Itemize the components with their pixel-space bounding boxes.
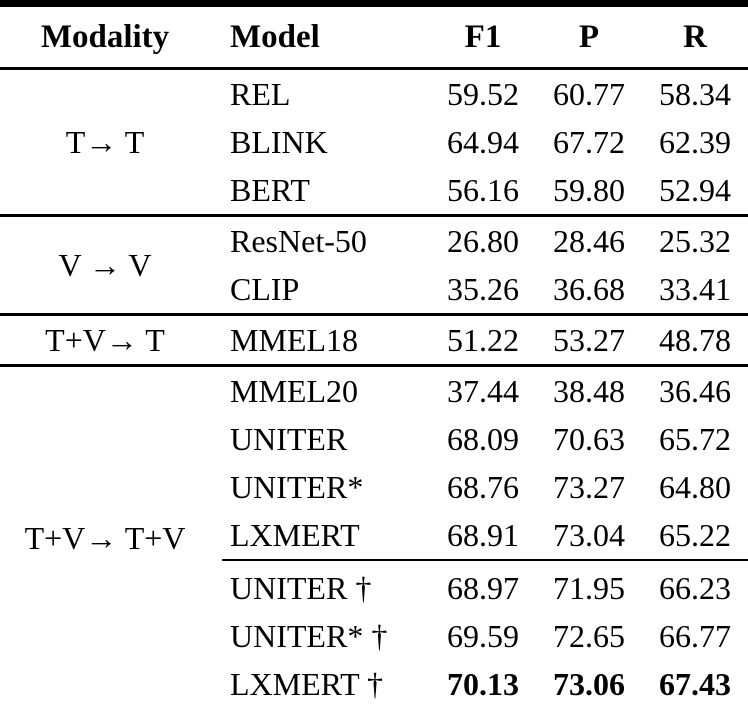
table-row: T+V→ T+V MMEL20 37.44 38.48 36.46 <box>0 365 748 707</box>
f1-cell: 26.80 <box>447 223 519 259</box>
p-cell: 36.68 <box>536 265 642 316</box>
f1-cell: 64.94 <box>447 124 519 160</box>
p-cell: 73.06 <box>553 666 625 702</box>
model-cell: ResNet-50 <box>230 223 367 259</box>
r-cell: 65.22 <box>659 517 731 553</box>
modality-cell-v-to-v: V → V <box>0 215 222 316</box>
model-cell: LXMERT † <box>230 666 384 702</box>
p-cell: 70.63 <box>553 421 625 457</box>
f1-cell: 70.13 <box>447 666 519 702</box>
table-row: T+V→ T MMEL18 51.22 53.27 48.78 <box>0 314 748 367</box>
r-cell: 66.77 <box>659 618 731 654</box>
p-cell: 71.95 <box>536 559 642 612</box>
table-row: V → V ResNet-50 26.80 28.46 25.32 <box>0 215 748 316</box>
model-cell: REL <box>230 76 291 112</box>
col-header-model: Model <box>222 3 430 70</box>
col-header-modality: Modality <box>0 3 222 70</box>
p-cell: 67.72 <box>553 124 625 160</box>
table-row: UNITER † 68.97 71.95 66.23 <box>0 559 748 612</box>
model-cell: MMEL20 <box>230 373 358 409</box>
col-header-p: P <box>536 3 642 70</box>
r-cell: 48.78 <box>642 314 748 367</box>
r-cell: 62.39 <box>659 124 731 160</box>
table-row: LXMERT 68.91 73.04 65.22 <box>0 511 748 560</box>
r-cell: 52.94 <box>642 166 748 217</box>
table-row: CLIP 35.26 36.68 33.41 <box>0 265 748 316</box>
f1-cell: 68.97 <box>430 559 536 612</box>
f1-cell: 35.26 <box>430 265 536 316</box>
f1-cell: 37.44 <box>447 373 519 409</box>
p-cell: 59.80 <box>536 166 642 217</box>
f1-cell: 68.76 <box>447 469 519 505</box>
table-row: BLINK 64.94 67.72 62.39 <box>0 118 748 166</box>
modality-cell-tv-to-tv: T+V→ T+V <box>0 365 222 707</box>
f1-cell: 56.16 <box>430 166 536 217</box>
p-cell: 72.65 <box>553 618 625 654</box>
table-row: UNITER 68.09 70.63 65.72 <box>0 415 748 463</box>
model-cell: UNITER † <box>222 559 430 612</box>
f1-cell: 69.59 <box>447 618 519 654</box>
p-cell: 73.04 <box>553 517 625 553</box>
p-cell: 73.27 <box>553 469 625 505</box>
f1-cell: 68.91 <box>447 517 519 553</box>
modality-cell-t-to-t: T→ T <box>0 68 222 217</box>
model-cell: UNITER* <box>230 469 364 505</box>
table-row: UNITER* † 69.59 72.65 66.77 <box>0 612 748 660</box>
model-cell: MMEL18 <box>222 314 430 367</box>
model-cell: BERT <box>222 166 430 217</box>
model-cell: CLIP <box>222 265 430 316</box>
model-cell: UNITER* † <box>230 618 388 654</box>
header-row: Modality Model F1 P R <box>0 3 748 70</box>
r-cell: 25.32 <box>659 223 731 259</box>
r-cell: 58.34 <box>659 76 731 112</box>
table-row: UNITER* 68.76 73.27 64.80 <box>0 463 748 511</box>
p-cell: 53.27 <box>536 314 642 367</box>
r-cell: 65.72 <box>659 421 731 457</box>
r-cell: 33.41 <box>642 265 748 316</box>
table-row: LXMERT † 70.13 73.06 67.43 <box>0 660 748 707</box>
p-cell: 38.48 <box>553 373 625 409</box>
col-header-r: R <box>642 3 748 70</box>
table-row: T→ T REL 59.52 60.77 58.34 <box>0 68 748 217</box>
r-cell: 66.23 <box>642 559 748 612</box>
modality-cell-tv-to-t: T+V→ T <box>0 314 222 367</box>
model-cell: BLINK <box>230 124 328 160</box>
r-cell: 36.46 <box>659 373 731 409</box>
table-row: BERT 56.16 59.80 52.94 <box>0 166 748 217</box>
model-cell: UNITER <box>230 421 348 457</box>
r-cell: 67.43 <box>659 666 731 702</box>
col-header-f1: F1 <box>430 3 536 70</box>
f1-cell: 68.09 <box>447 421 519 457</box>
p-cell: 28.46 <box>553 223 625 259</box>
p-cell: 60.77 <box>553 76 625 112</box>
model-cell: LXMERT <box>230 517 360 553</box>
f1-cell: 59.52 <box>447 76 519 112</box>
f1-cell: 51.22 <box>430 314 536 367</box>
r-cell: 64.80 <box>659 469 731 505</box>
